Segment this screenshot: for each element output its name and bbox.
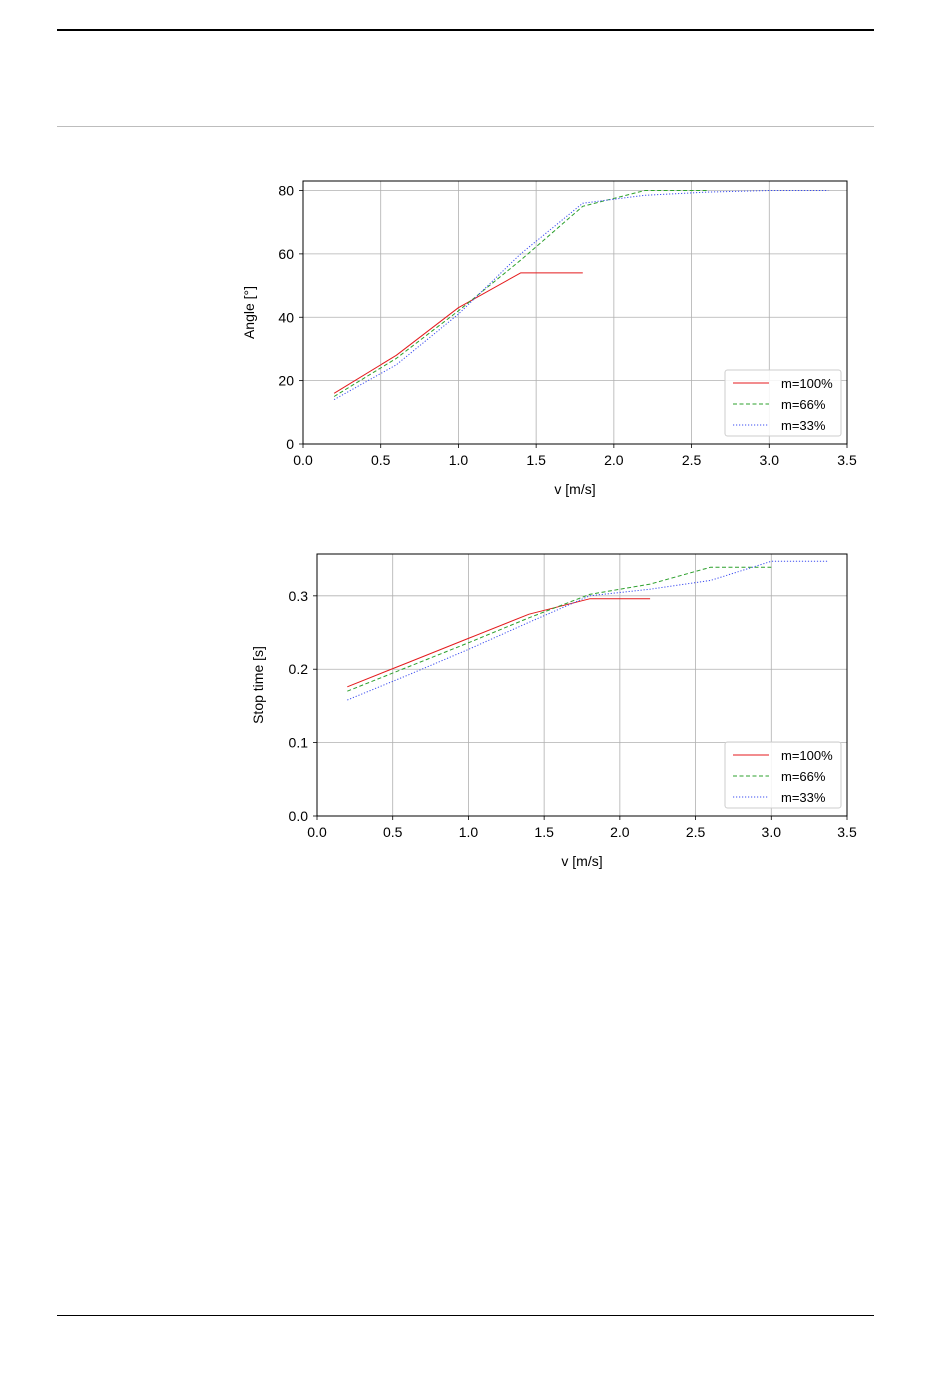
y-tick-label: 80 (278, 183, 294, 199)
legend-label: m=100% (781, 748, 833, 763)
y-tick-label: 20 (278, 373, 294, 389)
series-line-m=100% (347, 598, 651, 688)
legend-box (724, 741, 842, 809)
y-tick-label: 60 (278, 246, 294, 262)
header-rule (57, 29, 874, 31)
axes-frame (316, 553, 848, 817)
footer-rule (57, 1315, 874, 1316)
x-tick-label: 1.5 (534, 824, 554, 840)
y-tick-label: 40 (278, 309, 294, 325)
y-tick-label: 0 (286, 436, 294, 452)
legend: m=100% m=66% m=33% (724, 741, 842, 809)
legend-label: m=66% (781, 769, 826, 784)
angle-chart: 0.0 0.5 1.0 1.5 2.0 2.5 3.0 3.5 0 20 40 60 80 v [m/s]… (241, 180, 857, 497)
y-tick-label: 0.0 (289, 808, 309, 824)
legend-box (724, 369, 842, 437)
x-tick-label: 3.5 (837, 452, 857, 468)
legend-label: m=100% (781, 376, 833, 391)
x-tick-label: 3.0 (760, 452, 780, 468)
x-tick-label: 2.0 (604, 452, 624, 468)
axes-frame (302, 180, 848, 445)
x-tick-label: 0.5 (383, 824, 403, 840)
x-tick-label: 3.5 (837, 824, 857, 840)
legend-label: m=33% (781, 790, 826, 805)
x-tick-label: 1.0 (459, 824, 479, 840)
y-axis-label: Stop time [s] (250, 646, 266, 724)
x-tick-label: 0.0 (293, 452, 313, 468)
x-axis-label: v [m/s] (554, 481, 595, 497)
x-tick-label: 2.0 (610, 824, 630, 840)
x-axis-label: v [m/s] (561, 853, 602, 869)
x-tick-label: 0.5 (371, 452, 391, 468)
series-line-m=33% (347, 560, 829, 701)
series-line-m=33% (333, 190, 829, 401)
y-tick-label: 0.1 (289, 735, 309, 751)
x-tick-label: 3.0 (762, 824, 782, 840)
stop-time-chart: 0.0 0.5 1.0 1.5 2.0 2.5 3.0 3.5 0.0 0.1 0.2 0.3 v [m… (250, 553, 857, 869)
series-line-m=66% (333, 190, 708, 397)
x-tick-label: 2.5 (682, 452, 702, 468)
y-axis-label: Angle [°] (241, 286, 257, 339)
x-tick-label: 0.0 (307, 824, 327, 840)
legend: m=100% m=66% m=33% (724, 369, 842, 437)
y-tick-label: 0.3 (289, 588, 309, 604)
header-separator (57, 126, 874, 127)
legend-label: m=33% (781, 418, 826, 433)
series-line-m=100% (333, 272, 583, 394)
x-tick-label: 1.5 (526, 452, 546, 468)
series-line-m=66% (347, 566, 772, 692)
legend-label: m=66% (781, 397, 826, 412)
x-tick-label: 1.0 (449, 452, 469, 468)
y-tick-label: 0.2 (289, 661, 309, 677)
x-tick-label: 2.5 (686, 824, 706, 840)
